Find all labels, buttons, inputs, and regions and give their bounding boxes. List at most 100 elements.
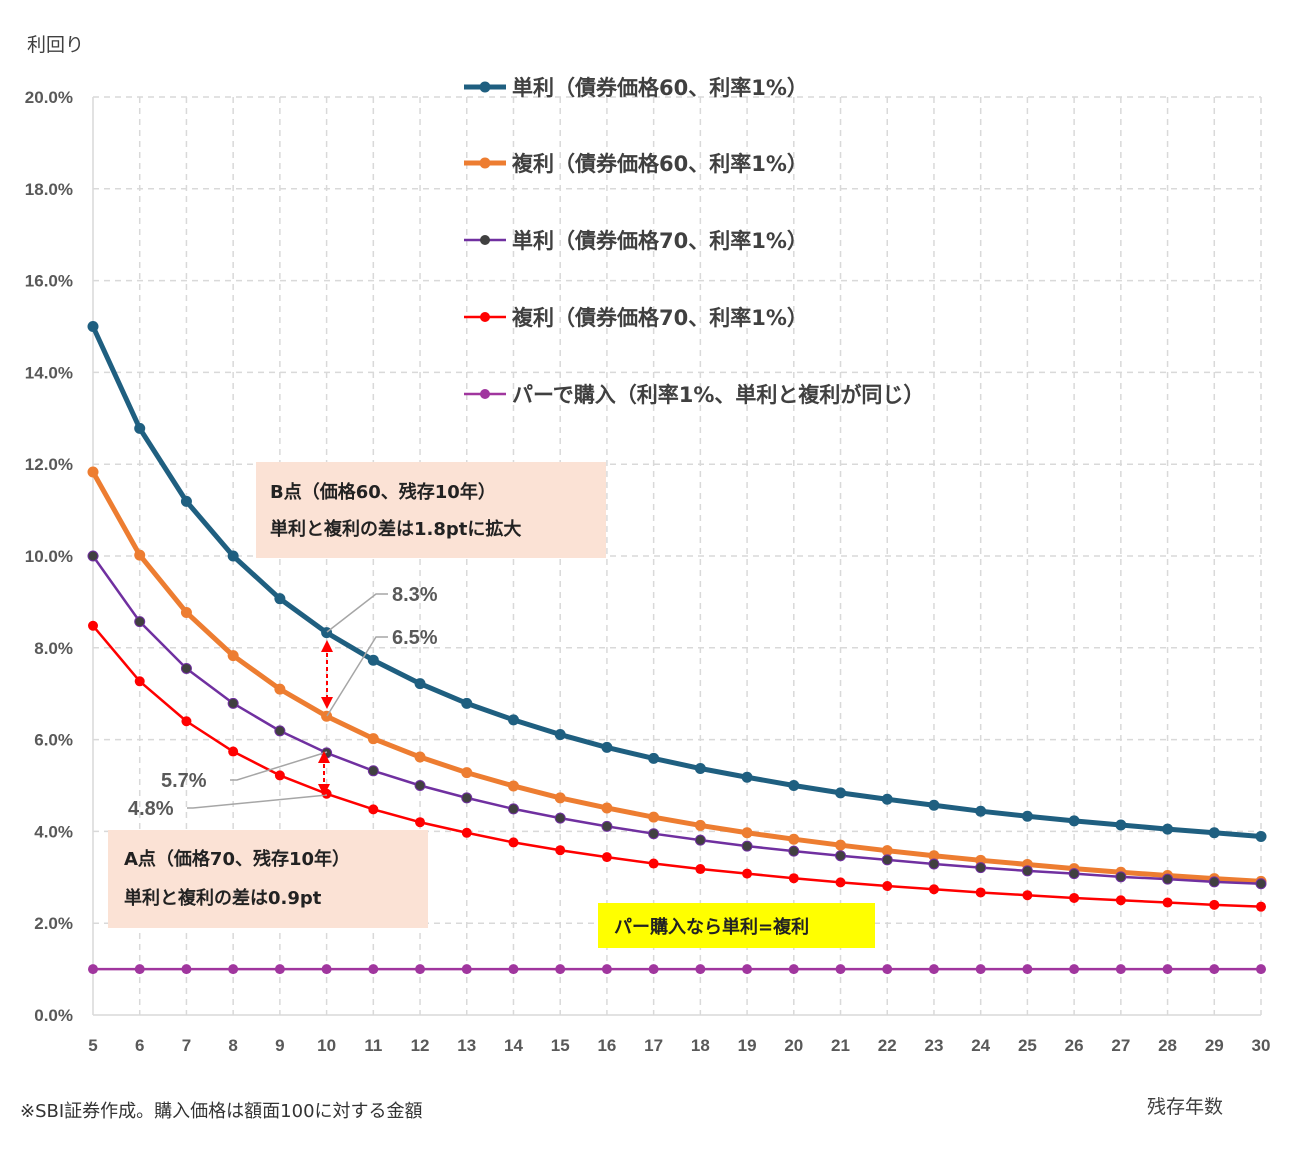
data-point: [321, 788, 332, 799]
series-1: [87, 321, 1267, 842]
data-point: [1022, 964, 1033, 975]
data-point: [788, 845, 800, 857]
data-point: [741, 840, 753, 852]
data-point: [648, 828, 660, 840]
legend-label: 単利（債券価格70、利率1%）: [512, 229, 808, 253]
data-point: [835, 964, 846, 975]
data-point: [1068, 868, 1080, 880]
data-point: [601, 741, 613, 753]
data-point: [321, 964, 332, 975]
data-point: [274, 770, 285, 781]
legend-entry-4: 複利（債券価格70、利率1%）: [464, 306, 808, 330]
data-point: [601, 802, 613, 814]
data-point: [928, 884, 939, 895]
data-point: [274, 593, 286, 605]
data-point: [507, 803, 519, 815]
a-point-line1: A点（価格70、残存10年）: [124, 848, 350, 870]
series-4: [88, 620, 1266, 912]
data-point: [835, 850, 847, 862]
y-tick-label: 12.0%: [25, 455, 73, 474]
x-tick-label: 30: [1252, 1036, 1271, 1055]
x-tick-label: 29: [1205, 1036, 1224, 1055]
data-point: [1115, 895, 1126, 906]
data-point: [274, 964, 285, 975]
data-point: [881, 793, 893, 805]
legend-entry-5: パーで購入（利率1%、単利と複利が同じ）: [464, 383, 924, 407]
x-tick-label: 21: [831, 1036, 850, 1055]
y-tick-label: 16.0%: [25, 272, 73, 291]
b-point-line1: B点（価格60、残存10年）: [270, 481, 496, 503]
b-point-annotation: B点（価格60、残存10年） 単利と複利の差は1.8ptに拡大: [256, 462, 606, 558]
data-point: [508, 964, 519, 975]
data-point: [694, 834, 706, 846]
data-point: [601, 852, 612, 863]
x-tick-label: 9: [275, 1036, 284, 1055]
x-tick-label: 22: [878, 1036, 897, 1055]
series-line: [90, 325, 1262, 839]
x-axis-title: 残存年数: [1147, 1096, 1223, 1118]
data-point: [228, 746, 239, 757]
b-point-box: [256, 462, 606, 558]
y-tick-label: 8.0%: [34, 639, 73, 658]
callout-leaders: [187, 593, 388, 809]
data-point: [1162, 873, 1174, 885]
x-tick-label: 13: [457, 1036, 476, 1055]
data-point: [461, 767, 473, 779]
data-point: [134, 676, 145, 687]
data-point: [415, 817, 426, 828]
data-point: [1115, 819, 1127, 831]
data-point: [461, 697, 473, 709]
y-tick-label: 10.0%: [25, 547, 73, 566]
data-point: [368, 964, 379, 975]
data-point: [648, 811, 660, 823]
x-tick-label: 19: [738, 1036, 757, 1055]
y-tick-label: 2.0%: [34, 914, 73, 933]
y-tick-label: 0.0%: [34, 1006, 73, 1025]
data-point: [1069, 964, 1080, 975]
x-tick-label: 23: [924, 1036, 943, 1055]
x-tick-label: 24: [971, 1036, 990, 1055]
x-tick-label: 26: [1065, 1036, 1084, 1055]
data-point: [554, 792, 566, 804]
data-point: [227, 550, 239, 562]
x-tick-label: 7: [182, 1036, 191, 1055]
data-point: [788, 873, 799, 884]
data-point: [227, 650, 239, 662]
y-tick-label: 6.0%: [34, 731, 73, 750]
legend-label: 単利（債券価格60、利率1%）: [512, 76, 808, 100]
y-tick-label: 4.0%: [34, 822, 73, 841]
data-point: [461, 827, 472, 838]
data-point: [1162, 964, 1173, 975]
data-point: [1115, 871, 1127, 883]
data-point: [881, 845, 893, 857]
data-point: [928, 850, 940, 862]
data-point: [742, 868, 753, 879]
data-point: [1021, 865, 1033, 877]
data-point: [87, 321, 99, 332]
data-point: [414, 780, 426, 791]
data-point: [975, 887, 986, 898]
data-point: [88, 964, 98, 975]
data-point: [788, 780, 800, 791]
data-point: [742, 964, 753, 975]
data-point: [601, 964, 612, 975]
data-point: [882, 881, 893, 892]
data-point: [180, 662, 192, 674]
legend-swatch-marker: [480, 389, 490, 399]
legend-label: 複利（債券価格60、利率1%）: [511, 152, 808, 176]
data-point: [87, 550, 99, 562]
x-tick-label: 28: [1158, 1036, 1177, 1055]
data-point: [835, 839, 847, 851]
x-tick-label: 14: [504, 1036, 523, 1055]
data-point: [274, 725, 286, 737]
x-tick-label: 25: [1018, 1036, 1037, 1055]
data-point: [415, 964, 426, 975]
footer-note: ※SBI証券作成。購入価格は額面100に対する金額: [20, 1101, 423, 1122]
data-point: [835, 877, 846, 888]
data-point: [180, 495, 192, 507]
legend: 単利（債券価格60、利率1%） 複利（債券価格60、利率1%） 単利（債券価格70、…: [464, 76, 924, 407]
data-point: [134, 549, 146, 561]
data-point: [461, 964, 472, 975]
data-point: [507, 714, 519, 726]
